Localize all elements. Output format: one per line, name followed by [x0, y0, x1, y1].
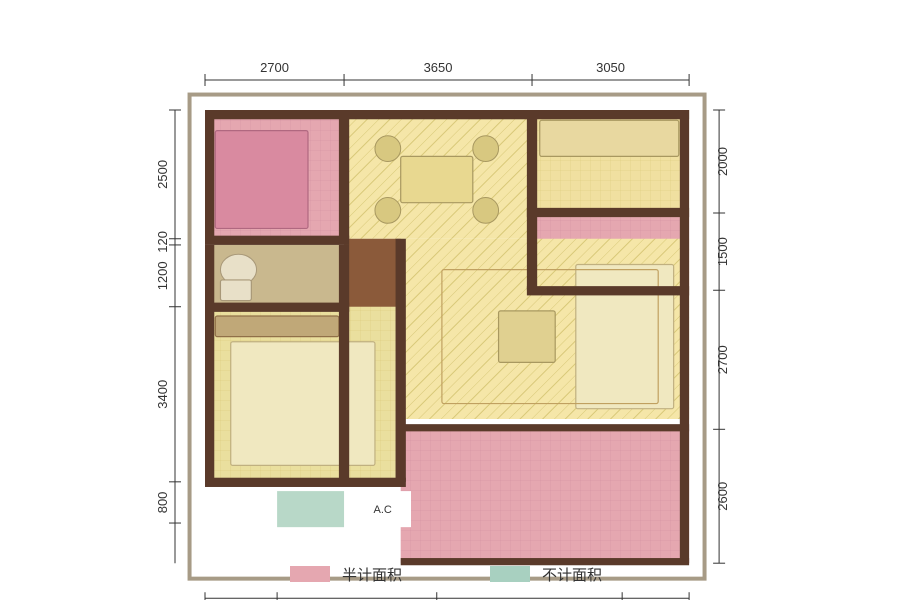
wall: [680, 110, 689, 563]
wall: [339, 110, 349, 239]
dim-right-2: 2700: [715, 345, 730, 374]
counter: [540, 120, 679, 156]
chair: [473, 136, 499, 162]
chair: [473, 198, 499, 224]
legend-swatch-1: [490, 566, 530, 582]
chair: [375, 198, 401, 224]
wardrobe: [215, 316, 339, 337]
dim-left-0: 2500: [155, 160, 170, 189]
dim-right-0: 2000: [715, 147, 730, 176]
legend-label-1: 不计面积: [542, 567, 602, 584]
legend-swatch-0: [290, 566, 330, 582]
table: [401, 156, 473, 202]
chair: [375, 136, 401, 162]
wall: [205, 478, 406, 487]
coffee-table: [499, 311, 556, 363]
wall: [205, 303, 349, 312]
wall: [205, 110, 689, 119]
wall: [205, 236, 349, 245]
dim-right-1: 1500: [715, 237, 730, 266]
wall: [205, 110, 214, 239]
dim-top-1: 3650: [424, 60, 453, 75]
dim-top-2: 3050: [596, 60, 625, 75]
dim-left-4: 800: [155, 492, 170, 514]
toilet: [220, 280, 251, 301]
dim-left-3: 3400: [155, 380, 170, 409]
wall: [401, 424, 689, 431]
wall: [339, 245, 349, 482]
wall: [527, 286, 689, 295]
wall: [527, 110, 537, 290]
dim-top-0: 2700: [260, 60, 289, 75]
dim-left-2: 1200: [155, 261, 170, 290]
room-storage: [277, 491, 344, 527]
bed: [231, 342, 375, 466]
wall: [396, 239, 406, 482]
wall: [205, 245, 214, 482]
floorplan-svg: A.C2700365030501400310036001300250012012…: [0, 0, 900, 600]
bed: [215, 131, 308, 229]
wall: [527, 208, 689, 217]
label-ac: A.C: [374, 504, 392, 516]
wall: [401, 558, 689, 565]
room-balcony: [401, 429, 689, 563]
legend-label-0: 半计面积: [342, 567, 402, 584]
dim-right-3: 2600: [715, 482, 730, 511]
dim-left-1: 120: [155, 231, 170, 253]
